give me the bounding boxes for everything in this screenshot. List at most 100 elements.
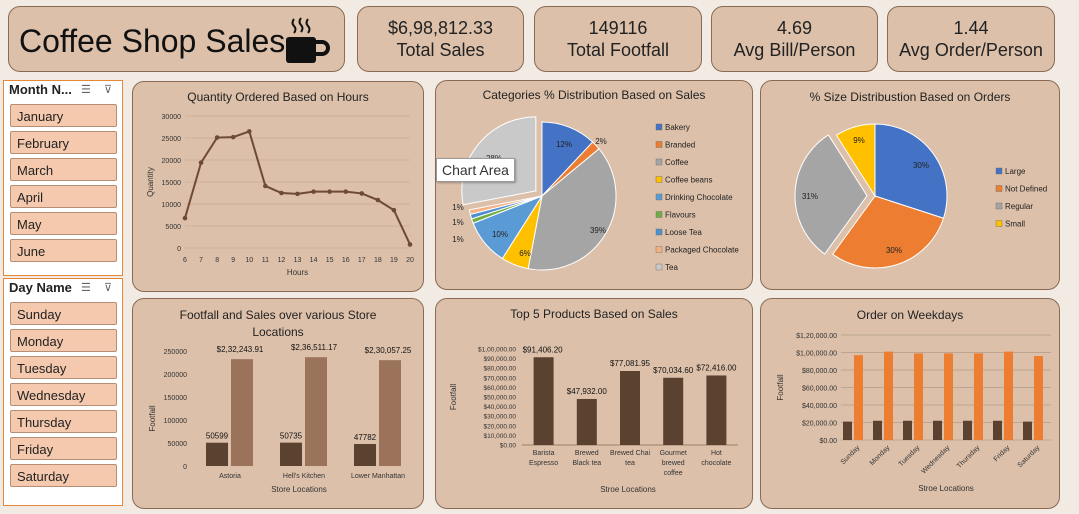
- legend-swatch: [655, 263, 663, 271]
- y-tick-label: 20000: [162, 158, 182, 165]
- hours-line-chart: 0 5000 10000 15000 20000 25000 30000 6 7 8 9 10 11 12…: [146, 114, 414, 277]
- data-point: [214, 135, 220, 140]
- bar-footfall: [206, 442, 228, 466]
- day-item-saturday[interactable]: Saturday: [10, 464, 117, 487]
- y-tick-label: $40,000.00: [483, 404, 516, 411]
- x-tick-label: Friday: [993, 444, 1012, 463]
- y-tick-label: $60,000.00: [802, 386, 837, 393]
- x-tick-label: Saturday: [1017, 444, 1042, 469]
- day-item-thursday[interactable]: Thursday: [10, 410, 117, 433]
- weekdays-chart-panel[interactable]: Order on Weekdays $0.00 $20,000.00 $40,000…: [760, 298, 1060, 509]
- y-tick-label: 30000: [162, 114, 182, 121]
- month-item-april[interactable]: April: [10, 185, 117, 208]
- bar-series-2: [1034, 356, 1043, 440]
- month-item-march[interactable]: March: [10, 158, 117, 181]
- kpi-label: Total Sales: [396, 40, 485, 60]
- kpi-value: 149116: [588, 18, 648, 38]
- data-label: $91,406.20: [523, 345, 564, 354]
- x-tick-label: 15: [326, 257, 334, 264]
- x-tick-label: 8: [215, 257, 219, 264]
- x-tick-label: 10: [245, 257, 253, 264]
- x-tick-label: 9: [231, 257, 235, 264]
- data-label: 47782: [354, 433, 377, 442]
- data-point: [246, 129, 252, 134]
- stores-chart-panel[interactable]: Footfall and Sales over various Store Lo…: [132, 298, 424, 509]
- size-chart-panel[interactable]: % Size Distribustion Based on Orders 30%…: [760, 80, 1060, 290]
- day-item-monday[interactable]: Monday: [10, 329, 117, 352]
- slice-data-label: 31%: [802, 192, 818, 201]
- bar-sales: [379, 360, 401, 466]
- legend-swatch: [655, 193, 663, 201]
- day-slicer: Day Name ☰ ⊽ Sunday Monday Tuesday Wedne…: [3, 278, 123, 506]
- products-chart-panel[interactable]: Top 5 Products Based on Sales $0.00 $10,0…: [435, 298, 753, 509]
- day-item-sunday[interactable]: Sunday: [10, 302, 117, 325]
- bar-sales: [231, 359, 253, 466]
- day-item-friday[interactable]: Friday: [10, 437, 117, 460]
- y-tick-label: 0: [183, 464, 187, 471]
- bar-series-2: [974, 353, 983, 440]
- clear-filter-icon[interactable]: ⊽: [104, 84, 113, 96]
- day-item-tuesday[interactable]: Tuesday: [10, 356, 117, 379]
- month-item-may[interactable]: May: [10, 212, 117, 235]
- hours-chart-panel[interactable]: Quantity Ordered Based on Hours 0 5000 100…: [132, 81, 424, 292]
- categories-chart-panel[interactable]: Categories % Distribution Based on Sales…: [435, 80, 753, 290]
- day-item-wednesday[interactable]: Wednesday: [10, 383, 117, 406]
- bar-product: [533, 357, 554, 445]
- data-point: [230, 134, 236, 140]
- kpi-value: 4.69: [776, 18, 813, 38]
- pie-slice: [527, 148, 617, 271]
- clear-filter-icon[interactable]: ⊽: [104, 282, 113, 294]
- x-tick-label: Hell's Kitchen: [283, 473, 325, 480]
- legend-label: Coffee: [665, 158, 689, 167]
- stores-bar-chart: 0 50000 100000 150000 200000 250000 50599 $2,32…: [148, 343, 412, 494]
- slice-data-label: 12%: [556, 140, 572, 149]
- bar-series-1: [873, 420, 882, 440]
- y-tick-label: $20,000.00: [802, 421, 837, 428]
- pie-slice: [835, 123, 876, 198]
- month-item-june[interactable]: June: [10, 239, 117, 262]
- dashboard-title: Coffee Shop Sales: [19, 23, 286, 59]
- x-tick-label: Barista: [533, 450, 555, 457]
- kpi-value: $6,98,812.33: [387, 18, 494, 38]
- data-point: [198, 160, 204, 165]
- y-tick-label: $40,000.00: [802, 403, 837, 410]
- month-item-february[interactable]: February: [10, 131, 117, 154]
- x-tick-label: Black tea: [572, 460, 601, 467]
- bar-series-1: [1023, 421, 1032, 440]
- day-slicer-title: Day Name: [9, 280, 72, 295]
- slice-data-label: 30%: [886, 246, 902, 255]
- y-tick-label: $0.00: [500, 443, 517, 450]
- month-item-january[interactable]: January: [10, 104, 117, 127]
- kpi-label: Avg Order/Person: [899, 40, 1043, 60]
- legend-swatch: [655, 123, 663, 131]
- x-tick-label: Hot: [711, 450, 722, 457]
- data-point: [375, 197, 381, 203]
- legend-label: Small: [1005, 220, 1025, 229]
- x-tick-label: Thursday: [956, 444, 982, 470]
- chart-title: Footfall and Sales over various Store Lo…: [179, 308, 377, 339]
- data-label: 50599: [206, 432, 229, 441]
- y-tick-label: 100000: [164, 418, 187, 425]
- data-point: [295, 191, 300, 197]
- slice-data-label: 2%: [595, 137, 607, 146]
- multi-select-icon[interactable]: ☰: [81, 282, 91, 294]
- y-axis-label: Quantity: [146, 167, 155, 197]
- y-tick-label: $1,20,000.00: [796, 333, 837, 340]
- bar-footfall: [280, 442, 302, 466]
- multi-select-icon[interactable]: ☰: [81, 84, 91, 96]
- y-tick-label: 50000: [168, 441, 188, 448]
- slice-data-label: 39%: [590, 226, 606, 235]
- legend-swatch: [995, 185, 1003, 192]
- x-tick-label: 12: [278, 257, 286, 264]
- y-tick-label: $60,000.00: [483, 385, 516, 392]
- slice-data-label: 1%: [452, 203, 464, 212]
- legend-label: Regular: [1005, 202, 1033, 211]
- day-slicer-header: Day Name ☰ ⊽: [4, 279, 122, 298]
- slice-data-label: 10%: [492, 230, 508, 239]
- chart-title: Categories % Distribution Based on Sales: [482, 88, 706, 102]
- chart-title: Top 5 Products Based on Sales: [510, 307, 678, 321]
- slice-data-label: 9%: [853, 136, 865, 145]
- data-label: 50735: [280, 432, 303, 441]
- y-tick-label: 0: [177, 246, 181, 253]
- coffee-cup-icon: [286, 17, 330, 63]
